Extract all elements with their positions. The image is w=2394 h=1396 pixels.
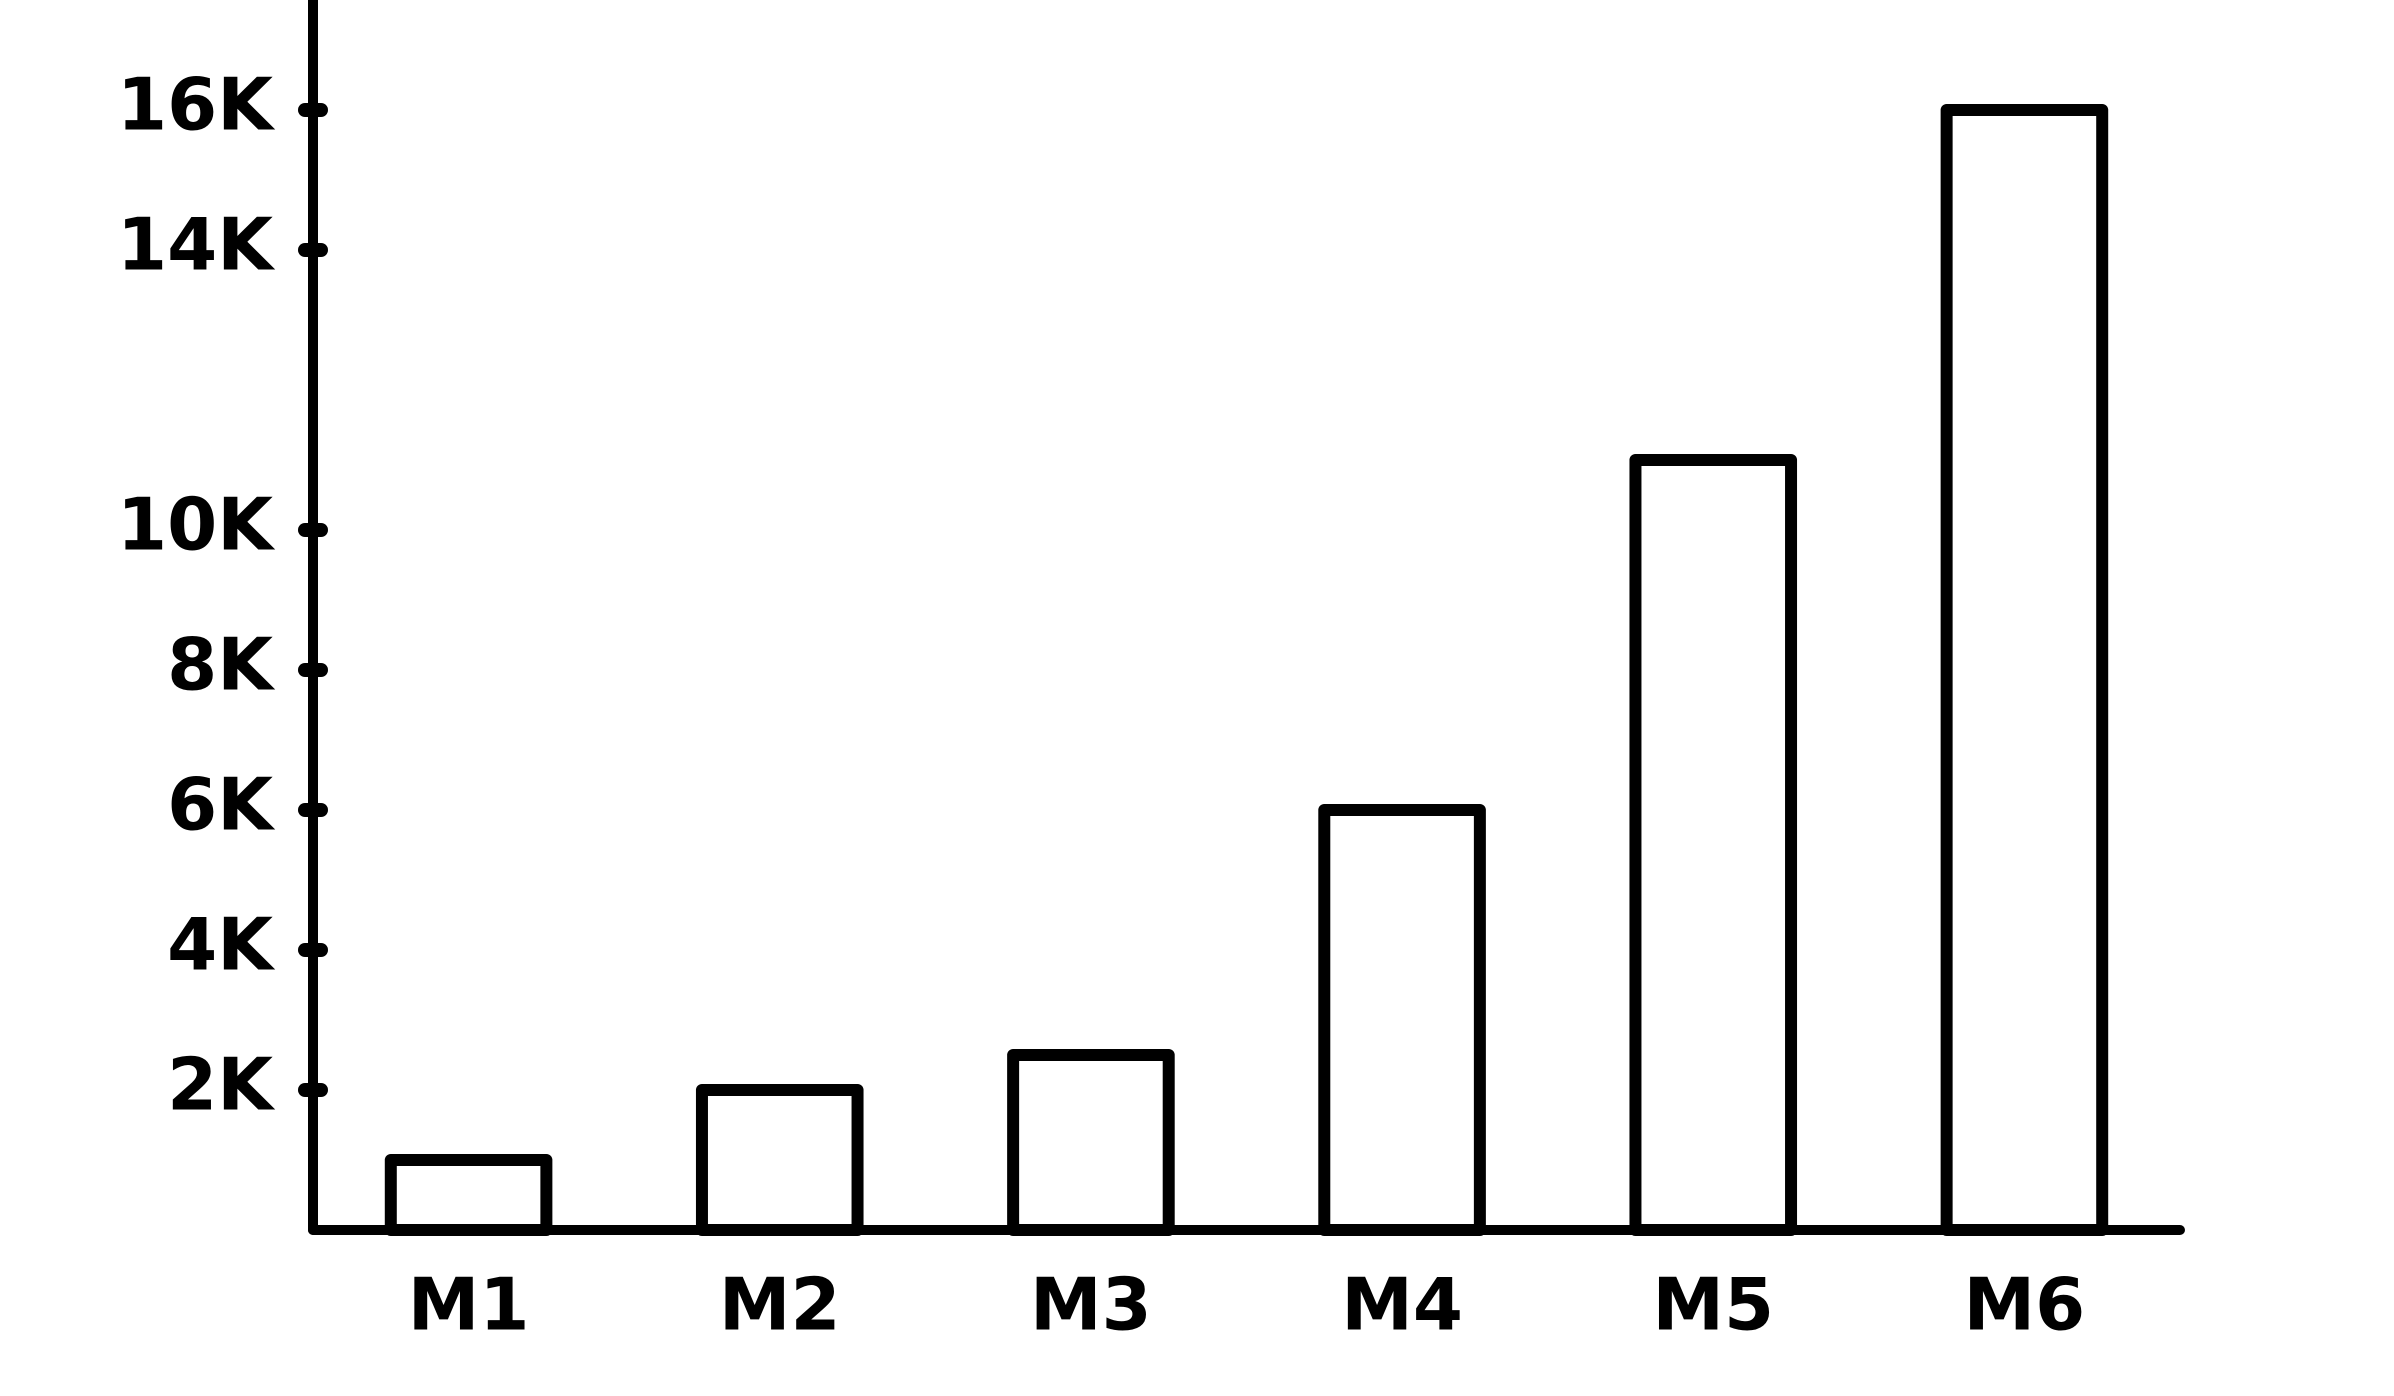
- bar: [695, 1084, 864, 1236]
- y-tick-label: 8K: [167, 623, 275, 707]
- bar: [1007, 1049, 1175, 1236]
- y-tick-label: 2K: [167, 1043, 275, 1127]
- y-tick-label: 4K: [167, 903, 275, 987]
- x-tick-label: M4: [1341, 1263, 1463, 1347]
- bar: [1318, 804, 1486, 1236]
- y-tick-label: 16K: [117, 63, 275, 147]
- y-tick-label: 6K: [167, 763, 275, 847]
- x-tick-label: M5: [1652, 1263, 1774, 1347]
- x-tick-label: M3: [1030, 1263, 1152, 1347]
- x-tick-label: M6: [1964, 1263, 2086, 1347]
- y-tick-label: 14K: [117, 203, 275, 287]
- bar: [1940, 104, 2109, 1236]
- bar: [1629, 454, 1798, 1236]
- x-tick-label: M1: [408, 1263, 530, 1347]
- bar: [384, 1154, 553, 1236]
- x-tick-label: M2: [719, 1263, 841, 1347]
- y-tick-label: 10K: [117, 483, 275, 567]
